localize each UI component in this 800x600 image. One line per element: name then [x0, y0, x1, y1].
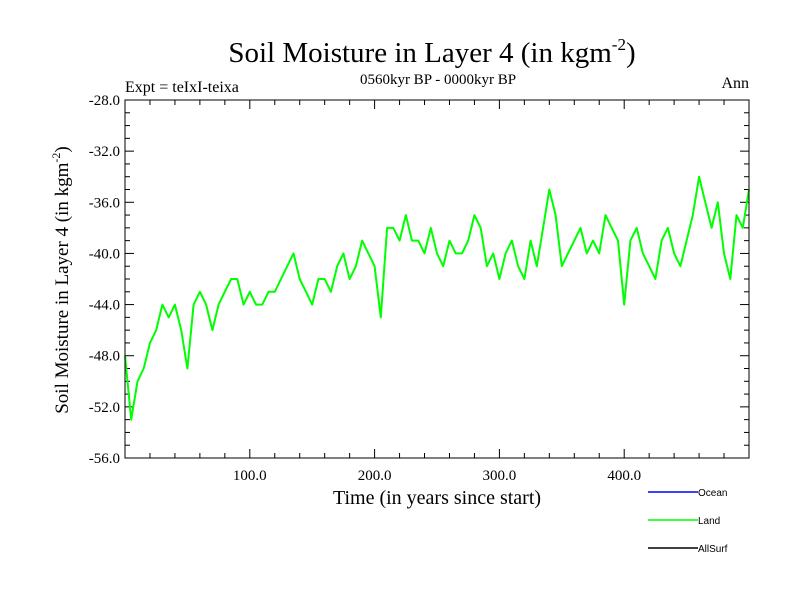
x-tick-label: 200.0 [358, 468, 392, 484]
plot-frame [124, 99, 750, 459]
x-tick-labels: 100.0 200.0 300.0 400.0 [233, 468, 641, 484]
legend: Ocean Land AllSurf [648, 488, 728, 555]
legend-label-allsurf: AllSurf [698, 544, 728, 555]
y-tick-label: -48.0 [89, 349, 120, 365]
experiment-label: Expt = teIxI-teixa [125, 79, 239, 96]
legend-label-ocean: Ocean [698, 488, 727, 499]
series-lines [124, 175, 750, 421]
x-tick-label: 300.0 [483, 468, 517, 484]
y-tick-label: -36.0 [89, 195, 120, 211]
y-tick-label: -56.0 [89, 451, 120, 467]
x-tick-label: 100.0 [233, 468, 267, 484]
y-tick-label: -40.0 [89, 246, 120, 262]
chart-title: Soil Moisture in Layer 4 (in kgm-2) [228, 35, 635, 69]
season-label: Ann [721, 75, 749, 92]
chart-subtitle: 0560kyr BP - 0000kyr BP [360, 72, 516, 88]
y-tick-label: -44.0 [89, 298, 120, 314]
series-line-land [124, 175, 750, 421]
y-tick-label: -32.0 [89, 144, 120, 160]
x-axis-label: Time (in years since start) [333, 487, 541, 509]
y-tick-labels: -28.0 -32.0 -36.0 -40.0 -44.0 -48.0 -52.0 -56.0 [89, 93, 120, 467]
y-axis-label: Soil Moisture in Layer 4 (in kgm-2) [49, 146, 73, 414]
legend-label-land: Land [698, 516, 720, 527]
x-tick-label: 400.0 [607, 468, 641, 484]
y-tick-label: -28.0 [89, 93, 120, 109]
y-tick-label: -52.0 [89, 400, 120, 416]
